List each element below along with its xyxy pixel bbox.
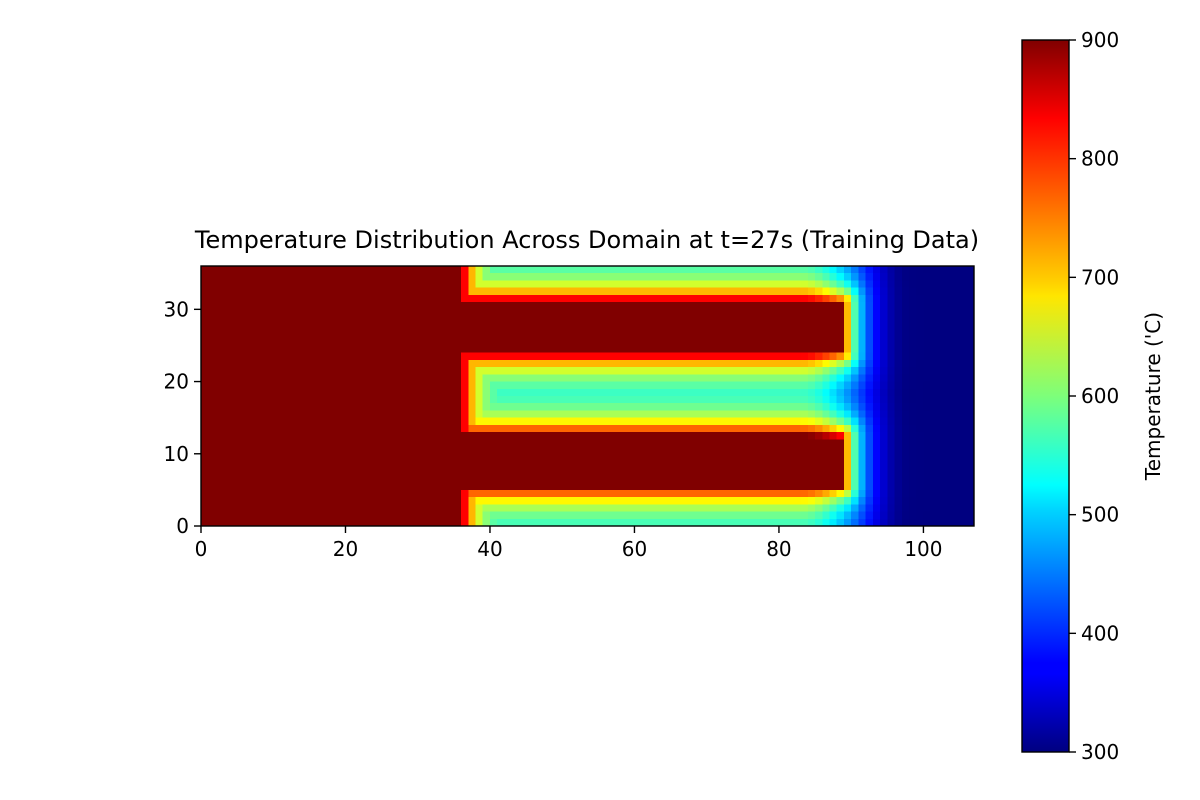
x-axis: 0 20 40 60 80 100 bbox=[195, 526, 943, 561]
x-tick-label: 0 bbox=[195, 537, 208, 561]
x-tick-label: 20 bbox=[333, 537, 358, 561]
heatmap bbox=[200, 265, 975, 527]
y-tick-label: 20 bbox=[164, 370, 189, 394]
y-tick-label: 30 bbox=[164, 297, 189, 321]
heatmap-image bbox=[201, 266, 974, 526]
colorbar-tick-label: 600 bbox=[1081, 384, 1119, 408]
x-tick-label: 80 bbox=[766, 537, 791, 561]
x-tick-label: 40 bbox=[477, 537, 502, 561]
colorbar-tick-label: 700 bbox=[1081, 265, 1119, 289]
x-tick-label: 60 bbox=[622, 537, 647, 561]
y-axis: 0 10 20 30 bbox=[164, 297, 201, 538]
colorbar-tick-label: 500 bbox=[1081, 503, 1119, 527]
y-tick-label: 10 bbox=[164, 442, 189, 466]
colorbar-tick-label: 300 bbox=[1081, 740, 1119, 764]
colorbar-tick-label: 400 bbox=[1081, 621, 1119, 645]
colorbar-gradient bbox=[1021, 39, 1070, 753]
colorbar-tick-label: 900 bbox=[1081, 28, 1119, 52]
x-tick-label: 100 bbox=[904, 537, 942, 561]
colorbar: 300 400 500 600 700 800 900 Temperature ('C) bbox=[1021, 28, 1165, 764]
y-tick-label: 0 bbox=[176, 514, 189, 538]
colorbar-label: Temperature ('C) bbox=[1141, 312, 1165, 481]
plot-frame bbox=[200, 265, 975, 527]
colorbar-tick-label: 800 bbox=[1081, 147, 1119, 171]
chart-title: Temperature Distribution Across Domain a… bbox=[194, 226, 979, 254]
colorbar-ticks: 300 400 500 600 700 800 900 bbox=[1069, 28, 1119, 764]
